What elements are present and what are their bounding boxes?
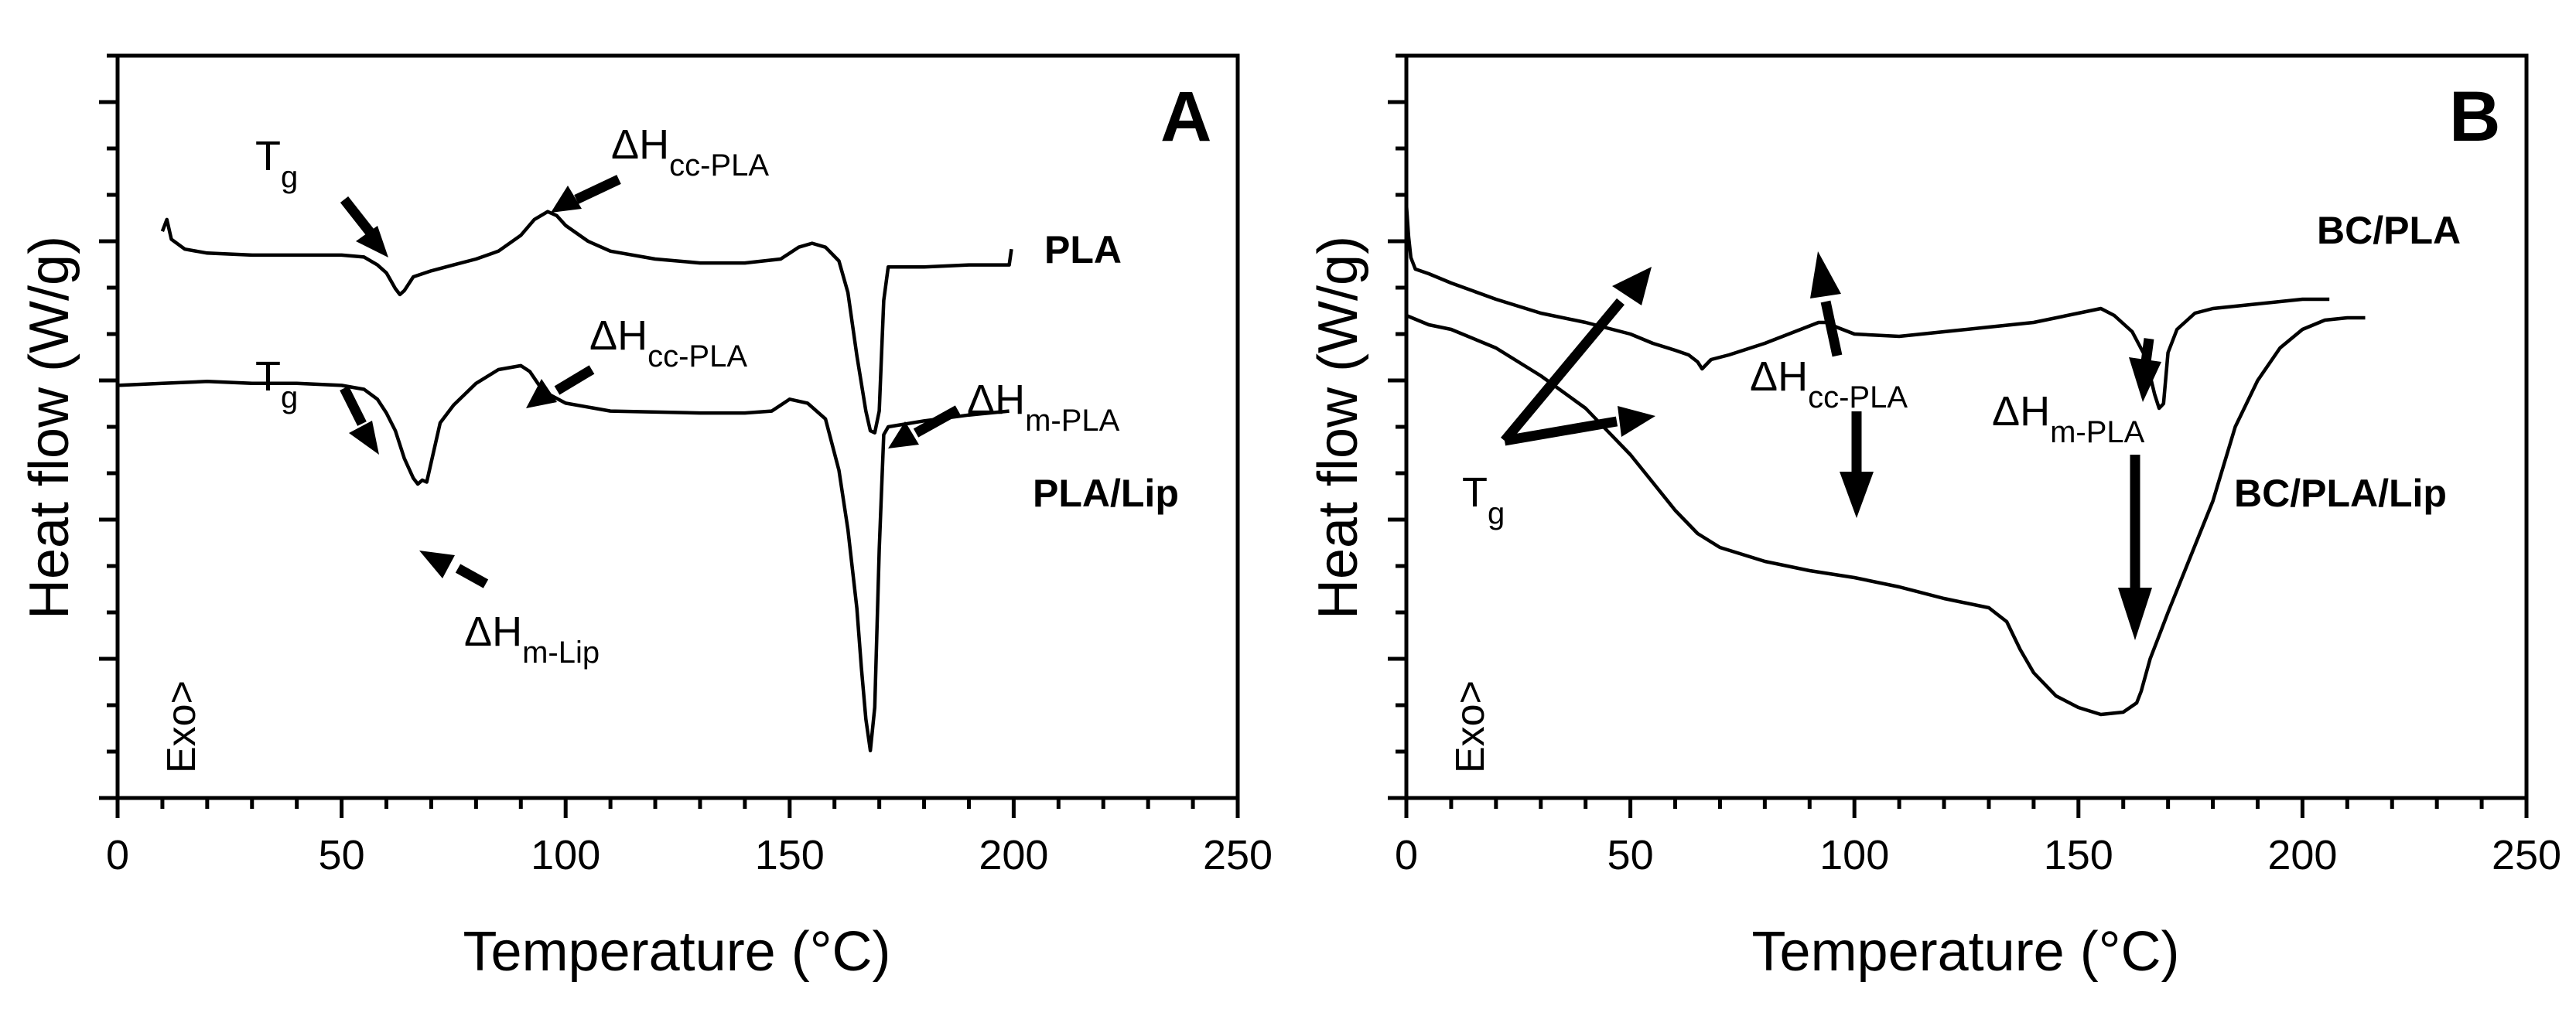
annotation-sub: g bbox=[281, 160, 298, 194]
panel-b-x-ticks: 0 50 100 150 200 250 bbox=[1395, 798, 2561, 878]
annotation-main: ΔH bbox=[611, 121, 669, 168]
arrow-b-tg-1 bbox=[1501, 298, 1625, 445]
annotation-main: ΔH bbox=[589, 312, 647, 359]
x-tick-label: 250 bbox=[1203, 832, 1273, 878]
series-label-pla: PLA bbox=[1044, 228, 1122, 271]
annotation-b-hcc: ΔHcc-PLA bbox=[1750, 353, 1908, 414]
arrow-b-hm-down-head bbox=[2118, 588, 2152, 640]
annotation-sub: m-PLA bbox=[1025, 404, 1120, 438]
series-label-bc-pla-lip: BC/PLA/Lip bbox=[2234, 472, 2447, 515]
arrow-b-hcc-up bbox=[1820, 300, 1843, 357]
annotation-a-hm-pla: ΔHm-PLA bbox=[967, 377, 1120, 438]
annotation-sub: m-PLA bbox=[2050, 415, 2145, 449]
annotation-a-tg-2: Tg bbox=[255, 353, 298, 414]
annotation-a-tg-1: Tg bbox=[255, 133, 298, 194]
annotation-a-hcc-2: ΔHcc-PLA bbox=[589, 312, 747, 373]
series-line-pla-lip bbox=[117, 363, 1010, 752]
panel-b-letter: B bbox=[2449, 77, 2500, 156]
arrow-a-hcc-2 bbox=[554, 365, 595, 395]
series-line-bc-pla-lip bbox=[1406, 313, 2366, 717]
annotation-b-hm: ΔHm-PLA bbox=[1992, 388, 2145, 449]
annotation-sub: cc-PLA bbox=[1808, 380, 1908, 414]
panel-a-letter: A bbox=[1160, 77, 1211, 156]
annotation-main: T bbox=[1462, 469, 1488, 516]
annotation-main: ΔH bbox=[967, 377, 1025, 423]
panel-a-y-axis-title: Heat flow (W/g) bbox=[19, 236, 80, 619]
panel-b: 0 50 100 150 200 250 B Heat flow (W/g) Temper… bbox=[1307, 53, 2561, 983]
panel-a-x-axis-title: Temperature (°C) bbox=[463, 921, 891, 983]
annotation-main: T bbox=[255, 133, 281, 179]
arrow-b-hcc-down-head bbox=[1840, 472, 1874, 518]
annotation-sub: cc-PLA bbox=[669, 148, 769, 182]
x-tick-label: 200 bbox=[979, 832, 1048, 878]
x-tick-label: 0 bbox=[1395, 832, 1418, 878]
annotation-sub: g bbox=[1488, 496, 1505, 530]
panel-a-curves bbox=[117, 210, 1013, 752]
arrow-a-tg-2 bbox=[340, 386, 367, 426]
annotation-sub: m-Lip bbox=[522, 636, 600, 670]
arrow-b-hm-up-head bbox=[2129, 357, 2161, 402]
arrow-b-hcc-up-head bbox=[1810, 251, 1841, 298]
annotation-main: ΔH bbox=[464, 609, 522, 655]
annotation-a-hcc-1: ΔHcc-PLA bbox=[611, 121, 769, 182]
panel-b-y-axis-title: Heat flow (W/g) bbox=[1307, 236, 1369, 619]
series-label-pla-lip: PLA/Lip bbox=[1033, 472, 1179, 515]
arrow-b-tg-2 bbox=[1503, 416, 1618, 446]
arrow-a-hm-lip-head bbox=[419, 551, 455, 578]
arrow-a-hcc-2-head bbox=[526, 379, 557, 408]
arrow-a-hcc-1-head bbox=[551, 186, 582, 213]
x-tick-label: 50 bbox=[319, 832, 365, 878]
arrow-a-hm-pla bbox=[913, 405, 961, 438]
panel-b-y-ticks bbox=[1388, 53, 1406, 800]
annotation-main: ΔH bbox=[1992, 388, 2050, 435]
panel-a-exo-label: Exo> bbox=[159, 680, 204, 773]
panel-b-exo-label: Exo> bbox=[1448, 680, 1493, 773]
panel-a-x-ticks: 0 50 100 150 200 250 bbox=[106, 798, 1273, 878]
panel-a-y-ticks bbox=[99, 53, 118, 800]
annotation-main: ΔH bbox=[1750, 353, 1808, 400]
arrow-a-tg-1 bbox=[340, 196, 374, 236]
arrow-b-tg-2-head bbox=[1618, 406, 1655, 437]
x-tick-label: 150 bbox=[2044, 832, 2113, 878]
x-tick-label: 100 bbox=[531, 832, 600, 878]
annotation-b-tg: Tg bbox=[1462, 469, 1505, 530]
arrow-b-tg-1-head bbox=[1612, 267, 1652, 305]
series-label-bc-pla: BC/PLA bbox=[2317, 209, 2461, 252]
x-tick-label: 250 bbox=[2492, 832, 2561, 878]
annotation-a-hm-lip: ΔHm-Lip bbox=[464, 609, 600, 670]
arrow-a-hm-lip bbox=[455, 564, 489, 588]
x-tick-label: 50 bbox=[1607, 832, 1654, 878]
arrow-a-tg-1-head bbox=[356, 226, 388, 257]
arrow-a-hm-pla-head bbox=[888, 421, 919, 448]
series-line-pla bbox=[160, 210, 1013, 435]
annotation-main: T bbox=[255, 353, 281, 400]
panel-a: 0 50 100 150 200 250 A Heat flow (W/g) Temper… bbox=[19, 53, 1273, 983]
panel-b-x-axis-title: Temperature (°C) bbox=[1752, 921, 2180, 983]
panel-b-curves bbox=[1404, 203, 2366, 717]
x-tick-label: 150 bbox=[755, 832, 825, 878]
arrow-b-hm-up bbox=[2140, 338, 2154, 363]
panel-b-arrows bbox=[1501, 251, 2161, 640]
x-tick-label: 100 bbox=[1819, 832, 1889, 878]
panel-a-arrows bbox=[340, 175, 961, 588]
arrow-a-hcc-1 bbox=[574, 175, 621, 204]
x-tick-label: 0 bbox=[106, 832, 129, 878]
arrow-a-tg-2-head bbox=[349, 421, 379, 455]
annotation-sub: cc-PLA bbox=[647, 339, 747, 373]
x-tick-label: 200 bbox=[2267, 832, 2337, 878]
annotation-sub: g bbox=[281, 380, 298, 414]
